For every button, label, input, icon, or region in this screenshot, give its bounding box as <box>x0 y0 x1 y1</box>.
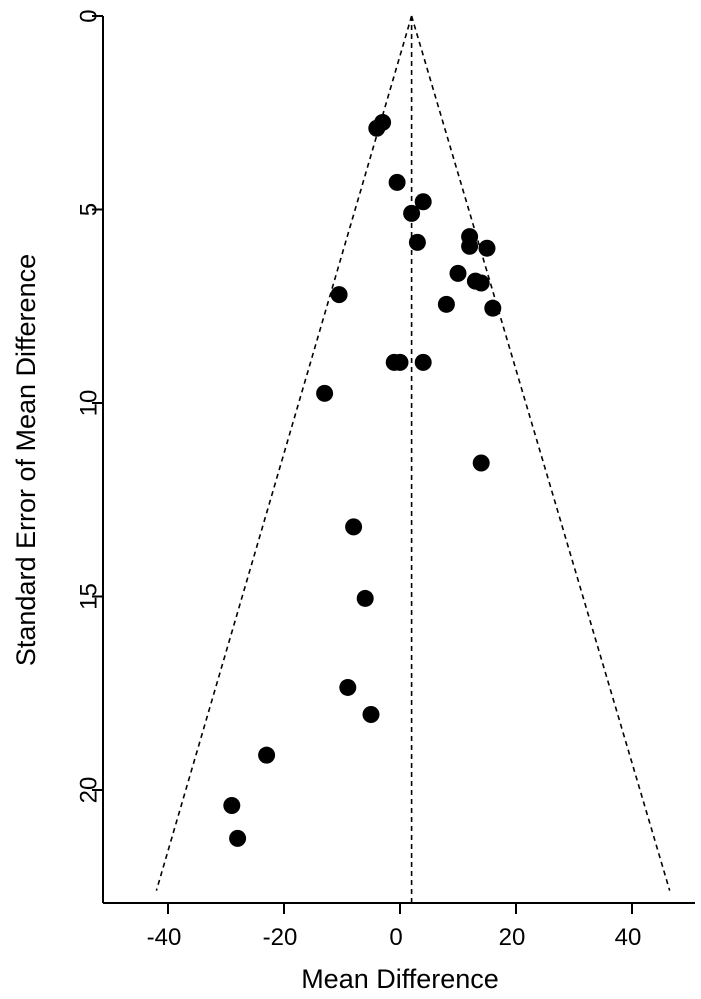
x-tick-label: 40 <box>615 924 642 951</box>
data-point <box>356 589 374 607</box>
y-tick-label: 15 <box>76 583 103 610</box>
data-point <box>362 706 380 724</box>
data-point <box>449 264 467 282</box>
data-point <box>414 193 432 211</box>
x-axis-ticks: -40 -20 0 20 40 <box>147 903 642 951</box>
data-points <box>223 113 502 847</box>
data-point <box>316 384 334 402</box>
data-point <box>330 286 348 304</box>
y-tick-label: 0 <box>76 9 103 22</box>
data-point <box>229 829 247 847</box>
data-point <box>391 353 409 371</box>
data-point <box>478 239 496 257</box>
data-point <box>345 518 363 536</box>
y-tick-label: 5 <box>76 203 103 216</box>
data-point <box>403 204 421 222</box>
x-axis-title: Mean Difference <box>301 964 499 994</box>
data-point <box>339 678 357 696</box>
funnel-right-line <box>410 15 671 891</box>
data-point <box>414 353 432 371</box>
data-point <box>408 233 426 251</box>
x-tick-label: -20 <box>263 924 298 951</box>
funnel-lines <box>155 15 671 903</box>
data-point <box>388 173 406 191</box>
y-tick-label: 20 <box>76 777 103 804</box>
data-point <box>472 274 490 292</box>
y-axis-title: Standard Error of Mean Difference <box>11 254 41 666</box>
data-point <box>472 454 490 472</box>
x-tick-label: 0 <box>389 924 402 951</box>
x-tick-label: -40 <box>147 924 182 951</box>
data-point <box>461 237 479 255</box>
funnel-left-line <box>155 15 413 891</box>
data-point <box>437 295 455 313</box>
x-tick-label: 20 <box>499 924 526 951</box>
data-point <box>374 113 392 131</box>
y-axis-ticks: 0 5 10 15 20 <box>76 9 103 804</box>
y-tick-label: 10 <box>76 390 103 417</box>
data-point <box>223 796 241 814</box>
data-point <box>258 746 276 764</box>
data-point <box>484 299 502 317</box>
